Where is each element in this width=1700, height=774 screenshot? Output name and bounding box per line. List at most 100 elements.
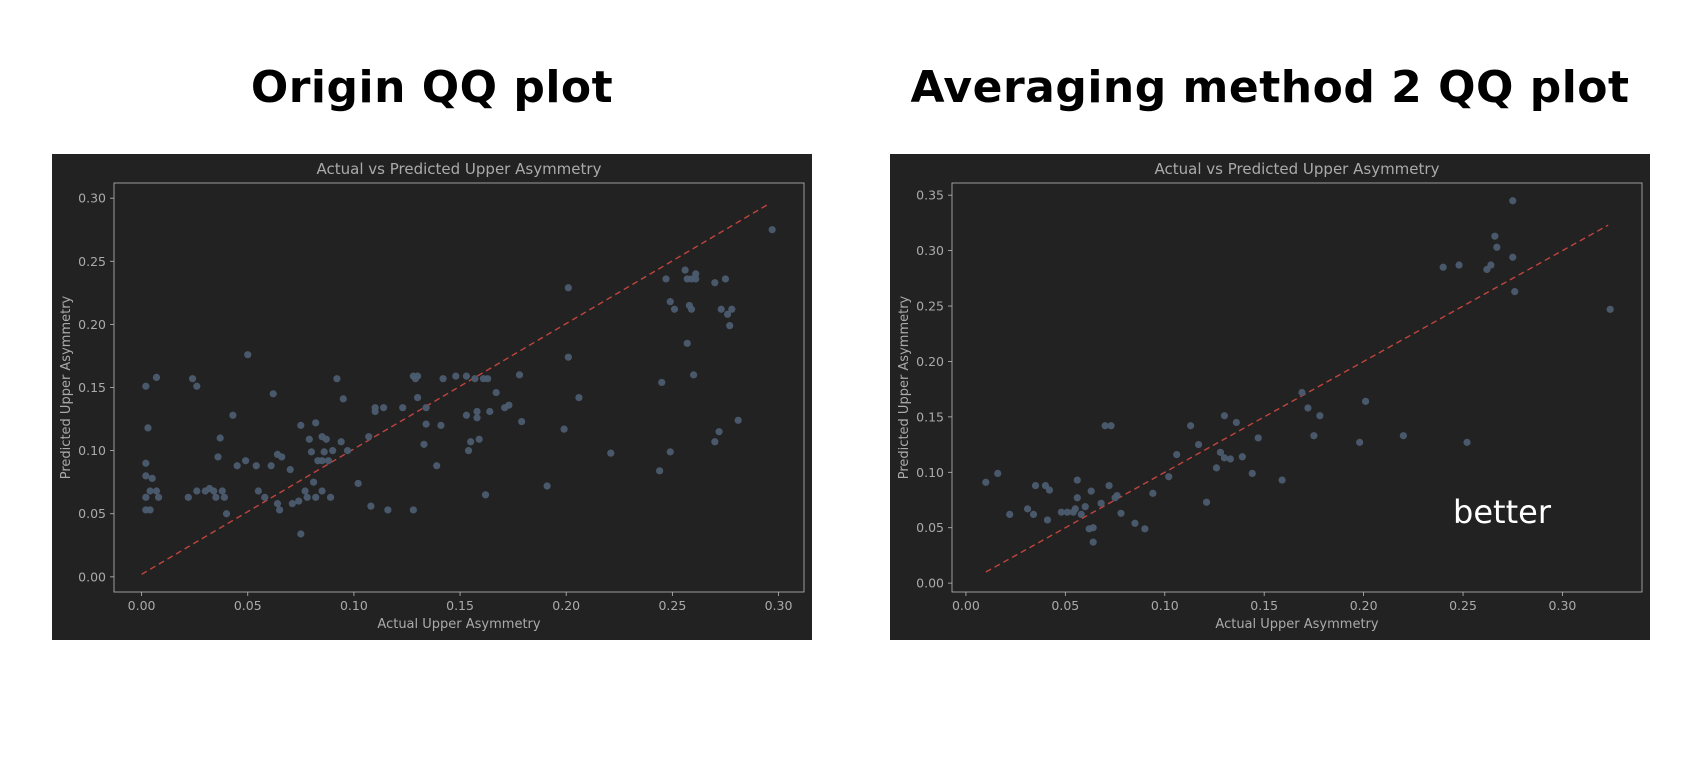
scatter-point <box>462 372 471 380</box>
scatter-point <box>144 424 152 432</box>
scatter-point <box>670 305 679 313</box>
scatter-point <box>1194 440 1203 449</box>
scatter-point <box>152 373 161 382</box>
scatter-point <box>142 493 150 501</box>
scatter-point <box>1220 412 1229 420</box>
chart-svg-origin: Actual vs Predicted Upper Asymmetry 0.00 0… <box>59 160 805 632</box>
scatter-point <box>312 493 320 501</box>
scatter-point <box>666 298 674 306</box>
scatter-point <box>371 404 379 412</box>
scatter-point <box>1399 432 1407 440</box>
y-tick-label: 0.10 <box>78 443 106 458</box>
scatter-point <box>295 497 303 505</box>
scatter-point <box>1045 486 1054 494</box>
scatter-point <box>452 372 460 380</box>
scatter-point <box>303 493 311 501</box>
scatter-point <box>409 506 417 514</box>
scatter-point <box>1310 432 1318 440</box>
scatter-point <box>1077 510 1085 519</box>
scatter-point <box>994 469 1002 478</box>
scatter-point <box>658 378 666 387</box>
scatter-point <box>1101 422 1109 430</box>
scatter-point <box>269 390 277 398</box>
scatter-point <box>1356 438 1364 446</box>
scatter-point <box>1165 473 1173 481</box>
scatter-point <box>1081 503 1089 511</box>
scatter-point <box>218 487 226 495</box>
chart-origin-qq: Actual vs Predicted Upper Asymmetry 0.00 0… <box>52 154 812 640</box>
scatter-point <box>473 407 481 416</box>
scatter-point <box>473 414 481 422</box>
scatter-point <box>214 453 222 461</box>
x-tick-label: 0.20 <box>552 598 580 613</box>
chart-title: Actual vs Predicted Upper Asymmetry <box>317 160 602 178</box>
scatter-point <box>1173 450 1181 459</box>
y-tick-label: 0.15 <box>78 380 106 395</box>
y-tick-label: 0.20 <box>916 354 944 369</box>
scatter-point <box>575 393 583 402</box>
scatter-point <box>662 275 670 283</box>
scatter-point <box>543 482 551 490</box>
scatter-point <box>560 425 568 433</box>
scatter-point <box>184 493 192 501</box>
y-tick-label: 0.00 <box>78 569 106 584</box>
y-tick-label: 0.05 <box>78 506 106 521</box>
y-tick-label: 0.30 <box>916 243 944 258</box>
scatter-point <box>711 438 719 446</box>
scatter-point <box>1316 412 1324 420</box>
scatter-point <box>252 462 260 470</box>
scatter-point <box>220 493 228 501</box>
scatter-point <box>439 375 447 383</box>
scatter-point <box>687 305 696 313</box>
scatter-point <box>399 404 407 412</box>
scatter-point <box>690 371 698 379</box>
scatter-point <box>1031 481 1040 490</box>
scatter-point <box>309 478 318 486</box>
scatter-point <box>1043 516 1052 524</box>
scatter-point <box>1202 498 1211 506</box>
x-tick-label: 0.30 <box>765 598 793 613</box>
scatter-point <box>1216 448 1225 456</box>
scatter-point <box>1149 489 1157 497</box>
x-tick-label: 0.10 <box>340 598 368 613</box>
scatter-point <box>1278 476 1286 484</box>
scatter-point <box>564 353 572 361</box>
scatter-point <box>1063 508 1071 516</box>
x-tick-label: 0.25 <box>658 598 686 613</box>
scatter-point <box>1006 510 1014 519</box>
scatter-point <box>229 411 237 419</box>
scatter-point <box>1131 519 1139 527</box>
y-tick-label: 0.20 <box>78 317 106 332</box>
scatter-point <box>484 375 492 383</box>
x-tick-label: 0.05 <box>234 598 262 613</box>
scatter-point <box>728 305 736 313</box>
y-axis-label: Predicted Upper Asymmetry <box>59 295 74 479</box>
x-tick-label: 0.15 <box>446 598 474 613</box>
scatter-point <box>1455 261 1463 269</box>
y-tick-label: 0.25 <box>916 299 944 314</box>
scatter-point <box>692 275 700 283</box>
scatter-point <box>1238 453 1246 461</box>
scatter-point <box>297 421 305 429</box>
x-tick-label: 0.20 <box>1350 598 1378 613</box>
x-tick-label: 0.00 <box>128 598 156 613</box>
scatter-point <box>683 339 691 347</box>
scatter-point <box>462 411 471 419</box>
scatter-point <box>564 284 572 292</box>
y-tick-label: 0.00 <box>916 576 944 591</box>
scatter-point <box>422 404 430 412</box>
scatter-point <box>1439 263 1447 271</box>
x-tick-label: 0.30 <box>1549 598 1577 613</box>
scatter-point <box>1509 253 1517 261</box>
panel-title-origin: Origin QQ plot <box>250 62 614 113</box>
scatter-point <box>1487 261 1495 269</box>
scatter-point <box>142 472 150 480</box>
x-tick-label: 0.10 <box>1151 598 1179 613</box>
scatter-point <box>768 226 776 234</box>
scatter-point <box>1117 509 1125 517</box>
scatter-point <box>515 371 524 379</box>
scatter-point <box>1141 525 1149 533</box>
scatter-point <box>1226 455 1234 463</box>
scatter-point <box>1023 505 1032 513</box>
plot-frame <box>113 182 805 593</box>
